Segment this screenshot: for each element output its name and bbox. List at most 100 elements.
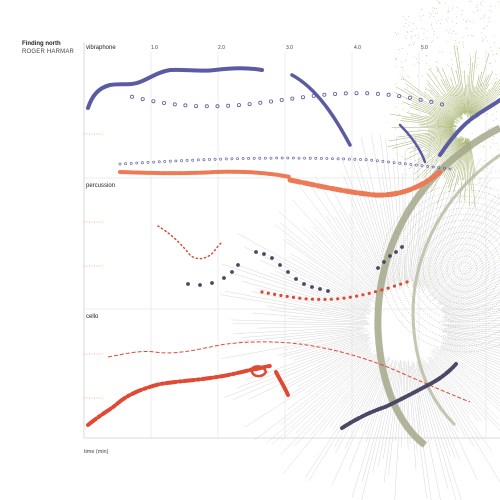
green-dot: [437, 85, 439, 87]
vibraphone-note: [439, 102, 444, 107]
green-dot: [420, 112, 422, 114]
green-dot: [480, 178, 481, 180]
green-dot: [448, 9, 450, 11]
vibraphone-note: [354, 91, 359, 96]
green-dot: [405, 23, 407, 24]
vibraphone-note: [290, 96, 295, 101]
burst-ray: [286, 238, 377, 305]
percussion-dark-note: [262, 252, 266, 256]
burst-ray: [444, 329, 500, 336]
burst-ray: [426, 362, 475, 447]
green-dot: [471, 133, 473, 134]
green-dot: [479, 145, 481, 147]
burst-ray: [438, 260, 495, 301]
burst-ray: [427, 207, 478, 289]
green-ray: [424, 87, 458, 118]
burst-ray: [366, 180, 395, 286]
green-dot: [495, 60, 497, 62]
burst-ray: [315, 218, 381, 296]
green-dot: [494, 42, 496, 44]
piece-title: Finding north: [22, 41, 61, 47]
burst-ray: [244, 348, 369, 428]
percussion-red-note: [298, 296, 302, 300]
vibraphone-note: [409, 162, 413, 166]
burst-ray: [257, 325, 365, 329]
green-dot: [476, 66, 477, 67]
green-ray: [454, 86, 464, 113]
vibraphone-note: [342, 157, 346, 161]
vibraphone-note: [386, 92, 391, 97]
burst-ray: [439, 346, 500, 384]
burst-ray: [441, 291, 500, 313]
vibraphone-note: [403, 162, 407, 166]
burst-ray: [329, 358, 381, 428]
vibraphone-note: [300, 95, 305, 100]
green-dot: [468, 54, 470, 56]
vibraphone-note: [429, 99, 434, 104]
green-dot: [455, 23, 457, 25]
green-ray: [470, 71, 483, 118]
green-dot: [437, 70, 439, 72]
burst-ray: [266, 305, 363, 320]
vibraphone-note: [180, 159, 183, 163]
green-dot: [425, 55, 427, 57]
green-dot: [436, 8, 437, 9]
burst-ray: [418, 210, 451, 292]
burst-ray: [334, 357, 387, 448]
green-dot: [494, 5, 496, 7]
burst-ray: [241, 327, 364, 338]
burst-ray: [445, 302, 500, 316]
burst-ray: [432, 349, 500, 412]
burst-ray: [434, 244, 500, 301]
burst-ray: [427, 208, 500, 298]
vibraphone-note: [152, 160, 156, 164]
burst-ray: [425, 226, 457, 286]
green-dot: [477, 4, 479, 6]
green-dot: [475, 62, 477, 63]
burst-ray: [401, 361, 405, 448]
green-dot: [471, 191, 473, 193]
burst-ray: [334, 216, 381, 288]
burst-ray: [409, 365, 427, 498]
burst-ray: [405, 361, 409, 450]
vibraphone-note: [269, 156, 273, 160]
burst-ray: [446, 342, 500, 366]
green-dot: [463, 19, 465, 20]
green-dot: [446, 41, 448, 43]
green-ray: [392, 131, 455, 149]
vibraphone-note: [236, 157, 239, 161]
green-dot: [439, 2, 441, 4]
vibraphone-note: [347, 157, 351, 161]
vibraphone-note: [442, 166, 446, 170]
percussion-red-note: [380, 288, 384, 292]
olive-ring: [452, 255, 478, 281]
green-ray: [419, 132, 455, 144]
vibraphone-note: [381, 159, 385, 163]
green-dot: [461, 61, 463, 63]
green-ray: [471, 82, 483, 117]
green-ray: [446, 92, 463, 120]
green-ray: [439, 136, 462, 162]
green-dot: [402, 140, 404, 142]
vibraphone-note: [258, 156, 262, 160]
percussion-dark-note: [210, 281, 214, 285]
green-dot: [402, 69, 404, 71]
green-dot: [409, 45, 411, 47]
green-dot: [496, 78, 498, 80]
green-dot: [467, 34, 469, 36]
burst-ray: [292, 199, 376, 293]
green-ray: [393, 92, 458, 123]
vibraphone-note: [331, 157, 334, 161]
burst-ray: [377, 368, 397, 467]
green-dot: [424, 46, 426, 48]
green-dot: [402, 48, 404, 49]
green-dot: [407, 75, 409, 77]
green-dot: [478, 190, 480, 192]
vibraphone-note: [146, 160, 150, 164]
burst-ray: [444, 325, 500, 329]
green-dot: [437, 19, 439, 21]
green-dot: [421, 50, 423, 52]
green-dot: [458, 42, 460, 43]
burst-ray: [436, 348, 500, 396]
burst-ray: [221, 263, 371, 314]
